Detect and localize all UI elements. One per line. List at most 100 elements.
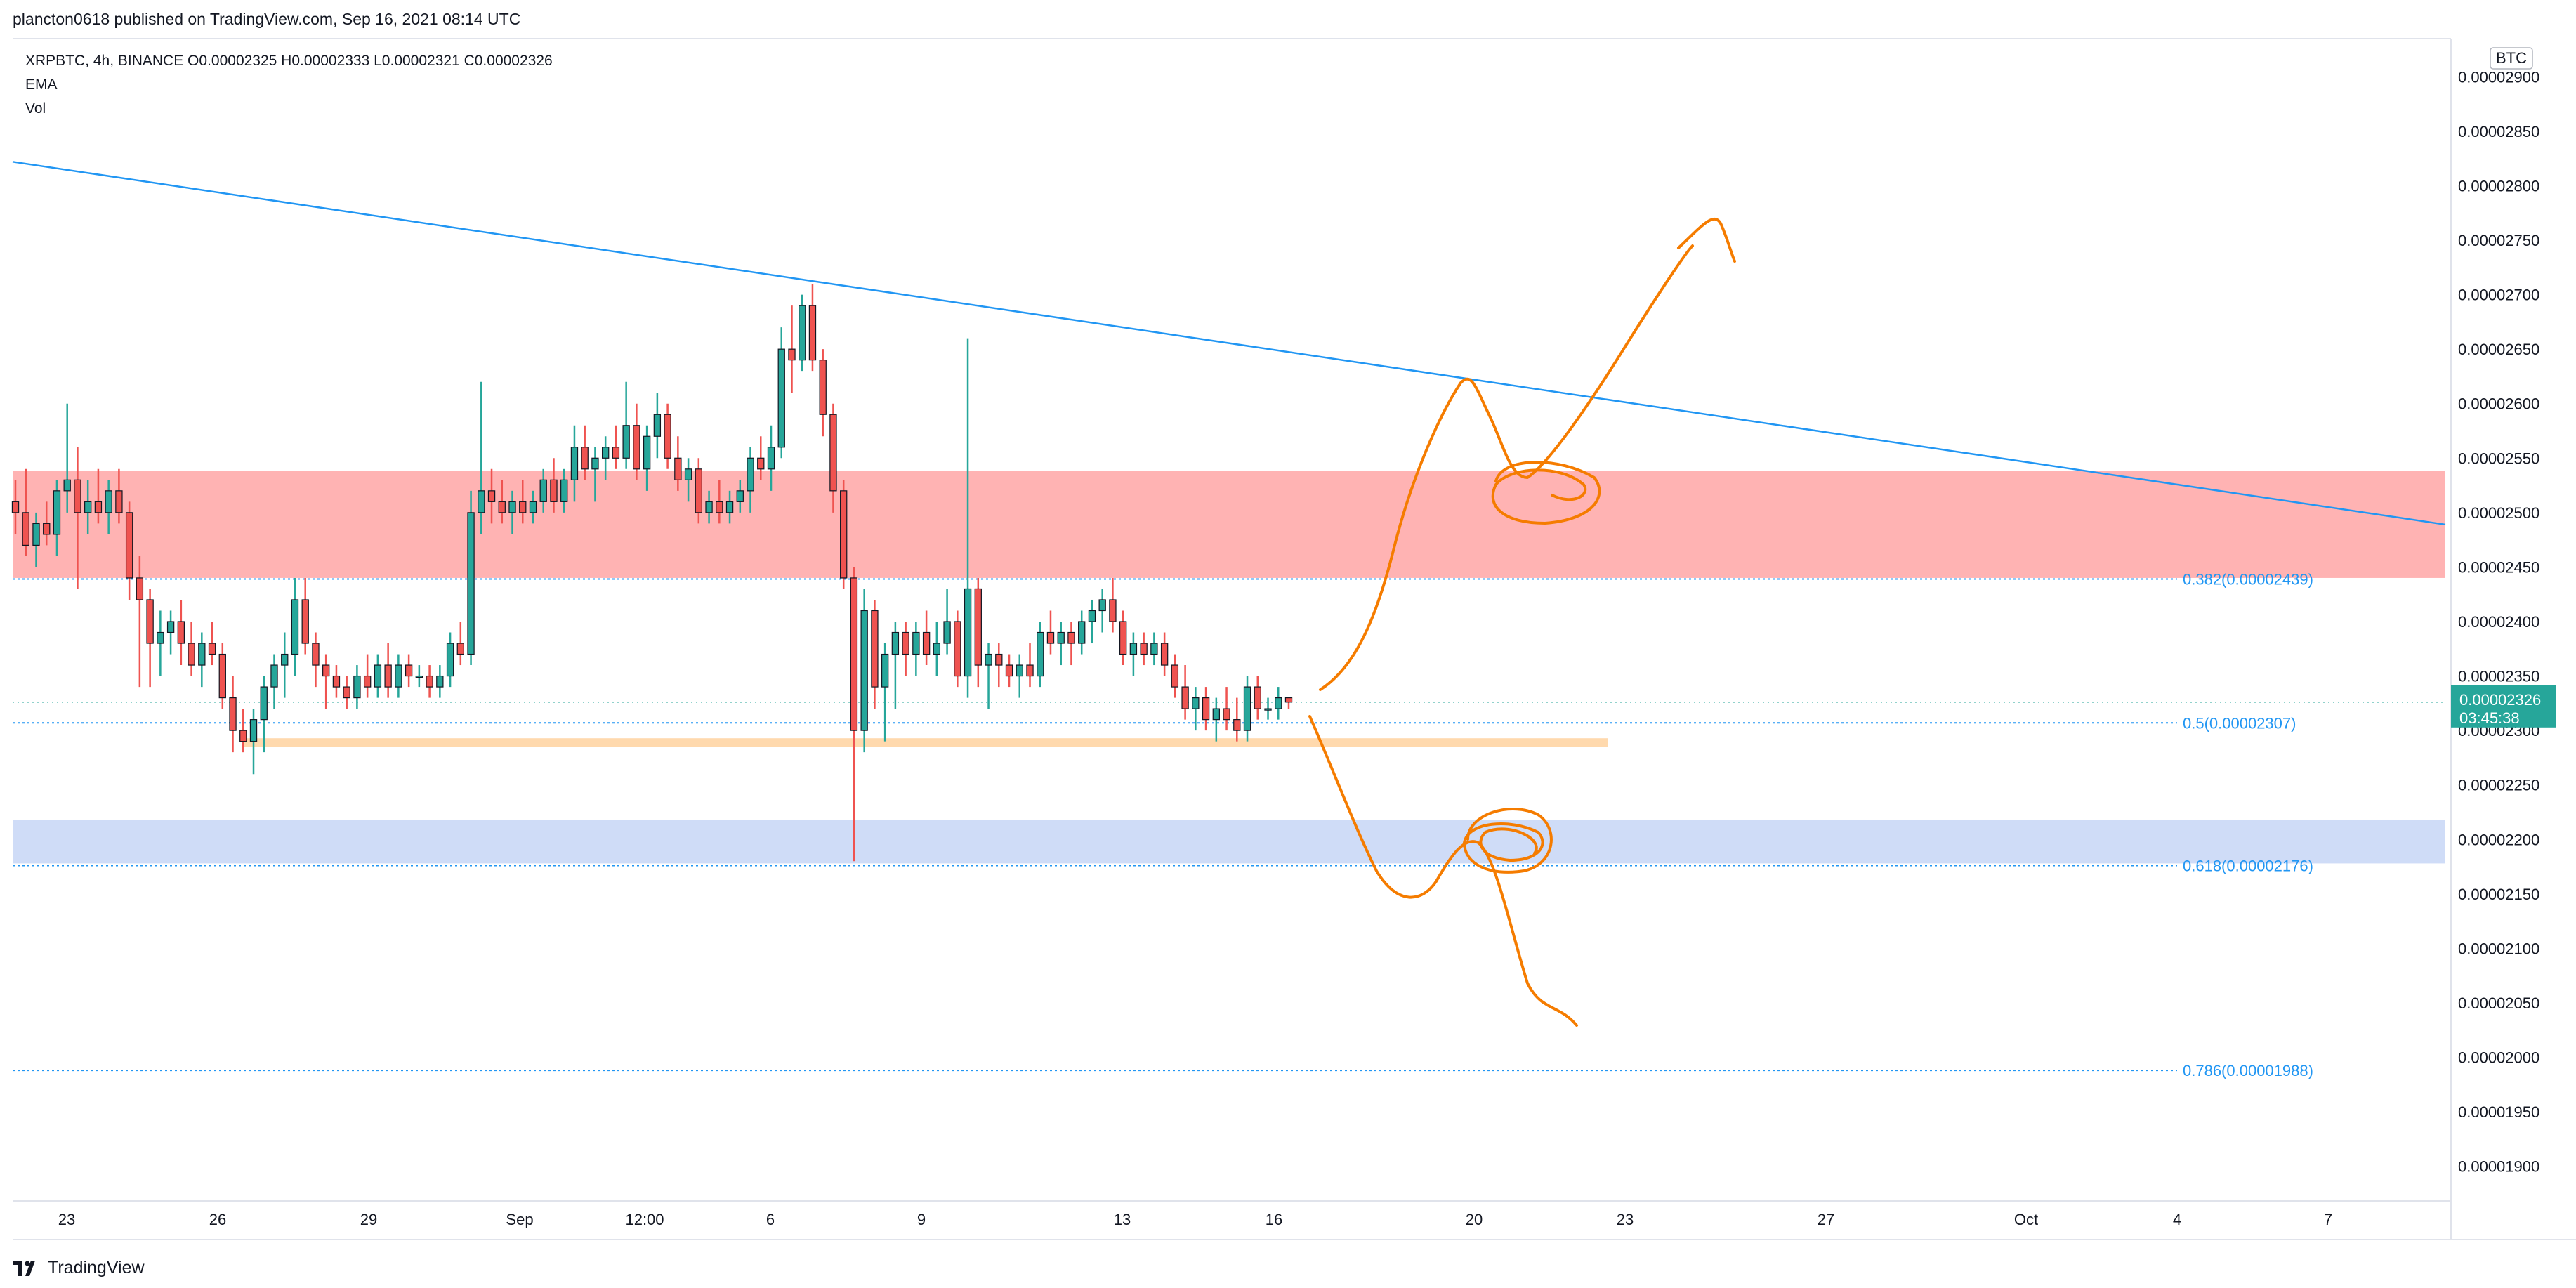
candle [881, 643, 889, 742]
candle-body [508, 501, 516, 513]
candle [529, 490, 537, 524]
price-tick-6: 0.00002600 [2458, 395, 2539, 413]
time-tick-4: 12:00 [625, 1211, 664, 1228]
candle-body [74, 479, 81, 513]
publish-caption: plancton0618 published on TradingView.co… [13, 10, 521, 28]
time-tick-7: 13 [1114, 1211, 1131, 1228]
candle-body [570, 447, 579, 480]
time-tick-0: 23 [58, 1211, 75, 1228]
candle [166, 610, 175, 655]
candle-body [529, 501, 537, 513]
candle-body [1243, 686, 1251, 731]
candle-body [43, 523, 51, 535]
candle-body [260, 686, 268, 721]
candle [146, 589, 154, 688]
candle [363, 654, 372, 698]
volume-indicator-label[interactable]: Vol [25, 100, 46, 117]
candle [1067, 622, 1075, 666]
candle [1037, 622, 1044, 688]
candle-body [229, 697, 237, 731]
candle [736, 480, 744, 513]
candle [1016, 654, 1023, 698]
candle [570, 425, 579, 502]
candle-body [1181, 686, 1189, 709]
candle-body [581, 447, 589, 470]
candle [125, 501, 133, 600]
candle [1005, 654, 1013, 688]
candle-body [157, 631, 164, 644]
candle [446, 632, 454, 688]
candle-body [922, 631, 931, 655]
candle [478, 381, 485, 534]
support-zone [13, 820, 2445, 864]
candle-body [829, 414, 837, 492]
candle-body [912, 631, 920, 655]
candle [384, 643, 392, 698]
candle-body [964, 588, 972, 677]
candle [218, 643, 226, 709]
candle [84, 480, 92, 534]
time-tick-11: 27 [1818, 1211, 1834, 1228]
descending-trendline [12, 161, 2446, 526]
candle-body [725, 501, 734, 513]
candle [922, 610, 931, 666]
candle [840, 480, 848, 589]
candle [405, 654, 413, 688]
candle-body [757, 457, 765, 470]
candle [1078, 610, 1086, 655]
candle-body [188, 643, 195, 666]
candle-body [643, 435, 651, 470]
time-tick-3: Sep [506, 1211, 533, 1228]
candle [1233, 697, 1241, 742]
candle [891, 622, 900, 709]
candle-body [343, 686, 350, 699]
candle-body [777, 348, 785, 448]
candle-body [405, 664, 413, 677]
candle-body [198, 643, 206, 666]
candle [1057, 622, 1065, 666]
candle-body [716, 501, 723, 513]
footer-branding: TradingView [13, 1258, 145, 1278]
candle [716, 480, 723, 524]
candle [436, 665, 444, 698]
currency-box [2490, 47, 2533, 70]
candle-body [1067, 631, 1075, 644]
candle [157, 610, 164, 676]
candle-body [291, 599, 299, 655]
price-tick-8: 0.00002500 [2458, 504, 2539, 522]
candle [1243, 676, 1251, 742]
ema-indicator-label[interactable]: EMA [25, 77, 58, 93]
candle-body [1005, 664, 1013, 677]
candle-body [270, 664, 278, 688]
candle [1212, 697, 1220, 742]
candle-body [84, 501, 92, 513]
candle-body [664, 414, 671, 459]
resistance-zone [13, 471, 2445, 578]
candle [249, 709, 258, 775]
candle-body [426, 675, 433, 688]
candle-body [622, 425, 630, 459]
candle [281, 632, 289, 698]
candle-body [799, 305, 806, 361]
candle [819, 349, 827, 437]
candle-body [933, 643, 941, 655]
candle-body [487, 490, 496, 502]
candle-body [840, 490, 848, 579]
candle-body [819, 360, 827, 415]
candle [415, 665, 423, 688]
horizontal-support-level [242, 738, 1608, 747]
fib-label-1: 0.5(0.00002307) [2183, 714, 2296, 732]
candle-body [498, 501, 506, 513]
price-tick-16: 0.00002100 [2458, 940, 2539, 957]
candle-body [1129, 643, 1138, 655]
candle [560, 468, 568, 513]
candle-body [239, 730, 247, 742]
time-tick-14: 7 [2324, 1211, 2332, 1228]
candle [1140, 632, 1148, 666]
candle-body [1078, 621, 1086, 644]
candle-body [94, 501, 103, 513]
candle-body [705, 501, 713, 513]
candle-body [1150, 643, 1158, 655]
candle-body [395, 664, 402, 688]
